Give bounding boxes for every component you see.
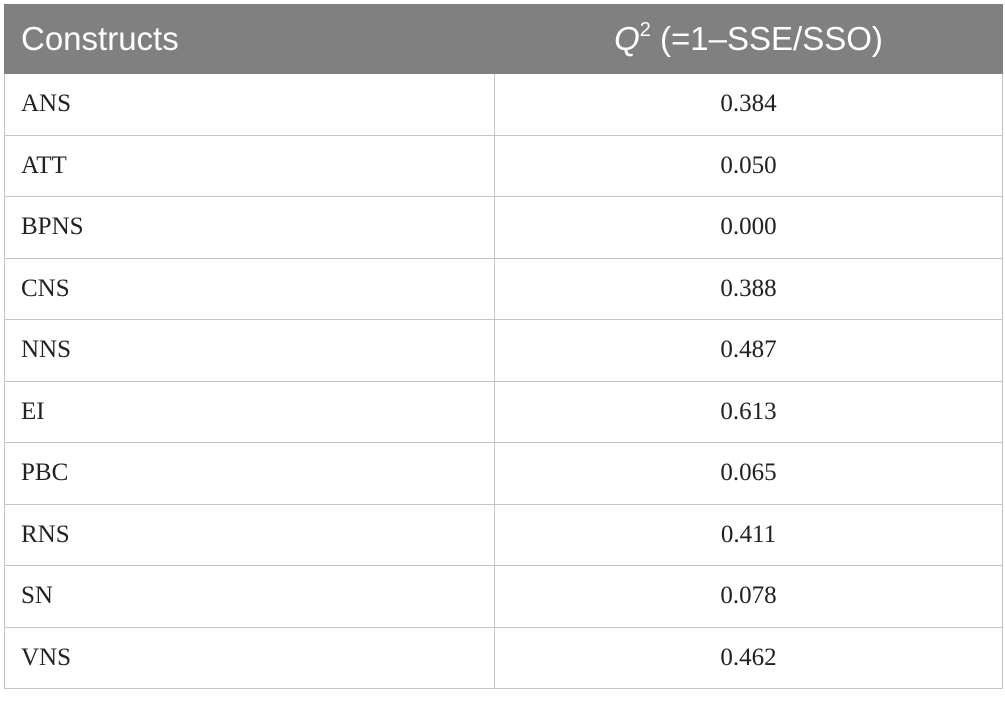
header-cell: Q2 (=1–SSE/SSO) <box>494 4 1003 74</box>
table-row: BPNS 0.000 <box>4 196 1003 259</box>
table-row: RNS 0.411 <box>4 503 1003 566</box>
table-header: Constructs Q2 (=1–SSE/SSO) <box>4 4 1003 74</box>
q2-cell: 0.000 <box>494 196 1003 259</box>
header-symbol: Q <box>614 20 640 57</box>
table-row: EI 0.613 <box>4 380 1003 443</box>
table-row: CNS 0.388 <box>4 257 1003 320</box>
q2-cell: 0.613 <box>494 380 1003 443</box>
construct-cell: VNS <box>4 626 495 689</box>
q2-cell: 0.078 <box>494 565 1003 628</box>
construct-cell: PBC <box>4 442 495 505</box>
table-row: VNS 0.462 <box>4 626 1003 689</box>
table-row: NNS 0.487 <box>4 319 1003 382</box>
q2-table: Constructs Q2 (=1–SSE/SSO) ANS 0.384 ATT 0.… <box>4 4 1003 689</box>
header-row: Constructs Q2 (=1–SSE/SSO) <box>4 4 1003 74</box>
q2-cell: 0.065 <box>494 442 1003 505</box>
header-text: (=1–SSE/SSO) <box>660 20 883 57</box>
construct-cell: SN <box>4 565 495 628</box>
construct-cell: BPNS <box>4 196 495 259</box>
q2-cell: 0.050 <box>494 134 1003 197</box>
construct-cell: ANS <box>4 73 495 136</box>
construct-cell: ATT <box>4 134 495 197</box>
q2-cell: 0.384 <box>494 73 1003 136</box>
q2-cell: 0.487 <box>494 319 1003 382</box>
header-cell: Constructs <box>4 4 495 74</box>
table-row: ANS 0.384 <box>4 73 1003 136</box>
construct-cell: RNS <box>4 503 495 566</box>
table-row: PBC 0.065 <box>4 442 1003 505</box>
table-row: ATT 0.050 <box>4 134 1003 197</box>
q2-cell: 0.388 <box>494 257 1003 320</box>
table-row: SN 0.078 <box>4 565 1003 628</box>
construct-cell: NNS <box>4 319 495 382</box>
q2-cell: 0.462 <box>494 626 1003 689</box>
construct-cell: CNS <box>4 257 495 320</box>
header-superscript: 2 <box>639 19 651 41</box>
table-body: ANS 0.384 ATT 0.050 BPNS 0.000 CNS 0.388 NNS 0.48… <box>4 73 1003 689</box>
construct-cell: EI <box>4 380 495 443</box>
q2-cell: 0.411 <box>494 503 1003 566</box>
